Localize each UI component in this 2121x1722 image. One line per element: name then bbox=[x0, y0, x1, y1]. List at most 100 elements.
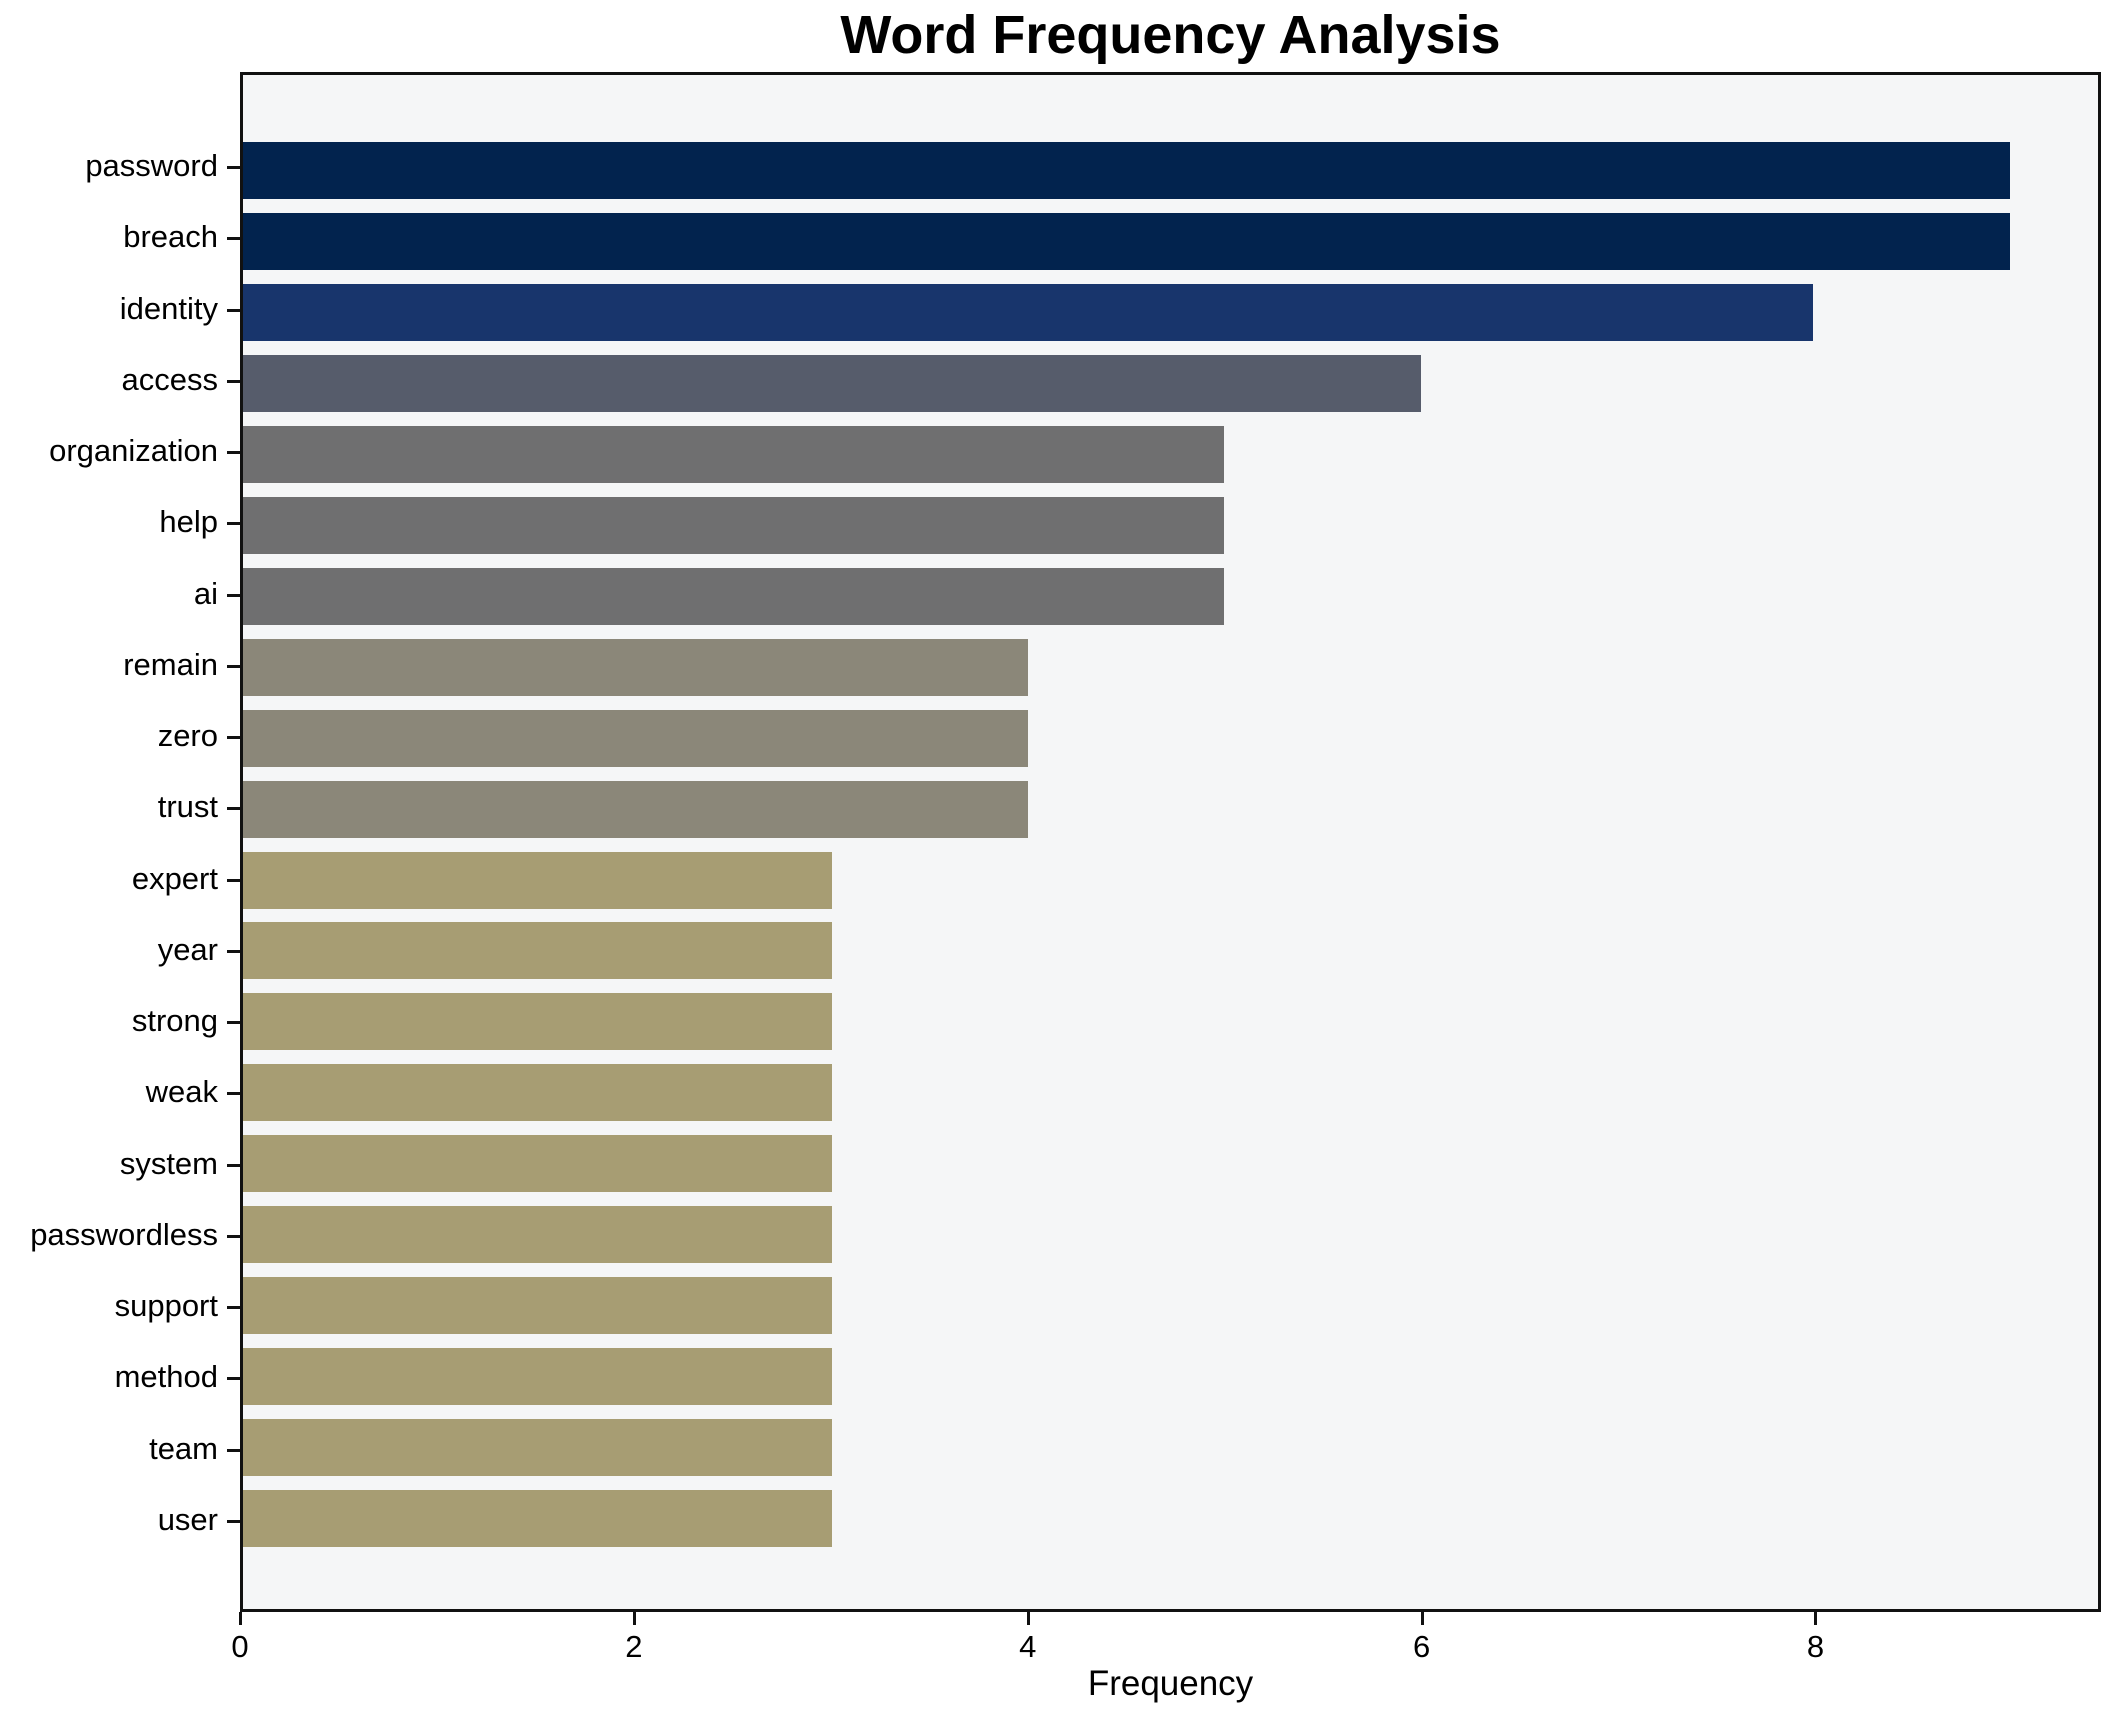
freq-bar-weak bbox=[243, 1064, 832, 1122]
y-tick-label: user bbox=[157, 1501, 218, 1537]
y-tick-label: remain bbox=[123, 646, 218, 682]
freq-bar-identity bbox=[243, 283, 1814, 341]
freq-bar-ai bbox=[243, 567, 1225, 625]
y-tick-label: ai bbox=[193, 575, 218, 611]
bar-row bbox=[243, 135, 2098, 206]
freq-bar-password bbox=[243, 141, 2010, 199]
x-tick-label: 6 bbox=[1412, 1629, 1431, 1664]
y-label-row: breach bbox=[0, 203, 240, 274]
x-tick-label: 2 bbox=[625, 1629, 643, 1664]
y-tick-label: zero bbox=[157, 718, 218, 754]
y-tick-mark bbox=[227, 1163, 240, 1167]
y-tick-label: weak bbox=[145, 1074, 218, 1110]
y-tick-mark bbox=[227, 522, 240, 526]
y-label-row: identity bbox=[0, 275, 240, 346]
freq-bar-support bbox=[243, 1277, 832, 1335]
freq-bar-trust bbox=[243, 780, 1029, 838]
freq-bar-help bbox=[243, 496, 1225, 554]
y-tick-mark bbox=[227, 807, 240, 811]
freq-bar-method bbox=[243, 1348, 832, 1406]
y-label-row: help bbox=[0, 488, 240, 559]
freq-bar-user bbox=[243, 1490, 832, 1548]
bar-row bbox=[243, 986, 2098, 1057]
bar-row bbox=[243, 206, 2098, 277]
y-tick-label: team bbox=[149, 1430, 218, 1466]
y-label-row: expert bbox=[0, 845, 240, 916]
y-label-row: organization bbox=[0, 417, 240, 488]
bar-row bbox=[243, 1128, 2098, 1199]
freq-bar-team bbox=[243, 1419, 832, 1477]
y-tick-label: expert bbox=[131, 860, 218, 896]
bar-row bbox=[243, 348, 2098, 419]
bar-row bbox=[243, 845, 2098, 916]
y-tick-label: trust bbox=[157, 789, 218, 825]
y-tick-mark bbox=[227, 736, 240, 740]
y-tick-mark bbox=[227, 1448, 240, 1452]
y-axis-labels: password breach identity access organization… bbox=[0, 132, 240, 1557]
x-tick-label: 0 bbox=[231, 1629, 249, 1664]
x-axis: 0 2 4 6 8 bbox=[231, 1612, 2101, 1672]
bar-group bbox=[243, 135, 2098, 1554]
x-axis-title: Frequency bbox=[1087, 1664, 1254, 1703]
bar-row bbox=[243, 632, 2098, 703]
y-tick-label: password bbox=[85, 148, 218, 184]
y-tick-mark bbox=[227, 1234, 240, 1238]
y-tick-mark bbox=[227, 949, 240, 953]
bar-row bbox=[243, 1483, 2098, 1554]
plot-area bbox=[240, 72, 2101, 1612]
y-tick-label: support bbox=[114, 1288, 218, 1324]
y-tick-label: method bbox=[114, 1359, 218, 1395]
y-tick-label: help bbox=[159, 504, 218, 540]
x-tick-mark bbox=[239, 1612, 242, 1625]
y-label-row: support bbox=[0, 1272, 240, 1343]
y-tick-mark bbox=[227, 1021, 240, 1025]
chart-title: Word Frequency Analysis bbox=[840, 5, 1501, 65]
bar-row bbox=[243, 561, 2098, 632]
y-label-row: year bbox=[0, 916, 240, 987]
bar-row bbox=[243, 774, 2098, 845]
bar-row bbox=[243, 1199, 2098, 1270]
y-tick-label: year bbox=[157, 931, 218, 967]
freq-bar-organization bbox=[243, 425, 1225, 483]
y-tick-mark bbox=[227, 237, 240, 241]
bar-row bbox=[243, 915, 2098, 986]
y-tick-mark bbox=[227, 451, 240, 455]
y-tick-label: breach bbox=[123, 219, 218, 255]
freq-bar-system bbox=[243, 1135, 832, 1193]
y-tick-mark bbox=[227, 1306, 240, 1310]
y-label-row: password bbox=[0, 132, 240, 203]
bar-row bbox=[243, 1341, 2098, 1412]
x-tick-mark bbox=[632, 1612, 636, 1625]
bar-row bbox=[243, 490, 2098, 561]
bar-row bbox=[243, 419, 2098, 490]
y-tick-mark bbox=[227, 664, 240, 668]
x-tick-label: 4 bbox=[1019, 1629, 1037, 1664]
freq-bar-breach bbox=[243, 212, 2010, 270]
y-tick-label: organization bbox=[49, 433, 218, 469]
y-label-row: remain bbox=[0, 631, 240, 702]
y-label-row: user bbox=[0, 1486, 240, 1557]
bar-row bbox=[243, 703, 2098, 774]
freq-bar-strong bbox=[243, 993, 832, 1051]
y-tick-mark bbox=[227, 1377, 240, 1381]
y-label-row: trust bbox=[0, 773, 240, 844]
y-tick-label: passwordless bbox=[30, 1216, 218, 1252]
y-label-row: strong bbox=[0, 987, 240, 1058]
y-tick-label: system bbox=[119, 1145, 218, 1181]
freq-bar-zero bbox=[243, 709, 1029, 767]
x-tick-label: 8 bbox=[1806, 1629, 1825, 1664]
bar-row bbox=[243, 1412, 2098, 1483]
y-tick-mark bbox=[227, 1092, 240, 1096]
y-tick-mark bbox=[227, 593, 240, 597]
x-tick-mark bbox=[1026, 1612, 1030, 1625]
y-label-row: team bbox=[0, 1415, 240, 1486]
freq-bar-year bbox=[243, 922, 832, 980]
freq-bar-expert bbox=[243, 851, 832, 909]
y-label-row: passwordless bbox=[0, 1201, 240, 1272]
y-label-row: zero bbox=[0, 702, 240, 773]
y-tick-mark bbox=[227, 379, 240, 383]
freq-bar-passwordless bbox=[243, 1206, 832, 1264]
bar-row bbox=[243, 277, 2098, 348]
y-tick-label: identity bbox=[119, 290, 218, 326]
